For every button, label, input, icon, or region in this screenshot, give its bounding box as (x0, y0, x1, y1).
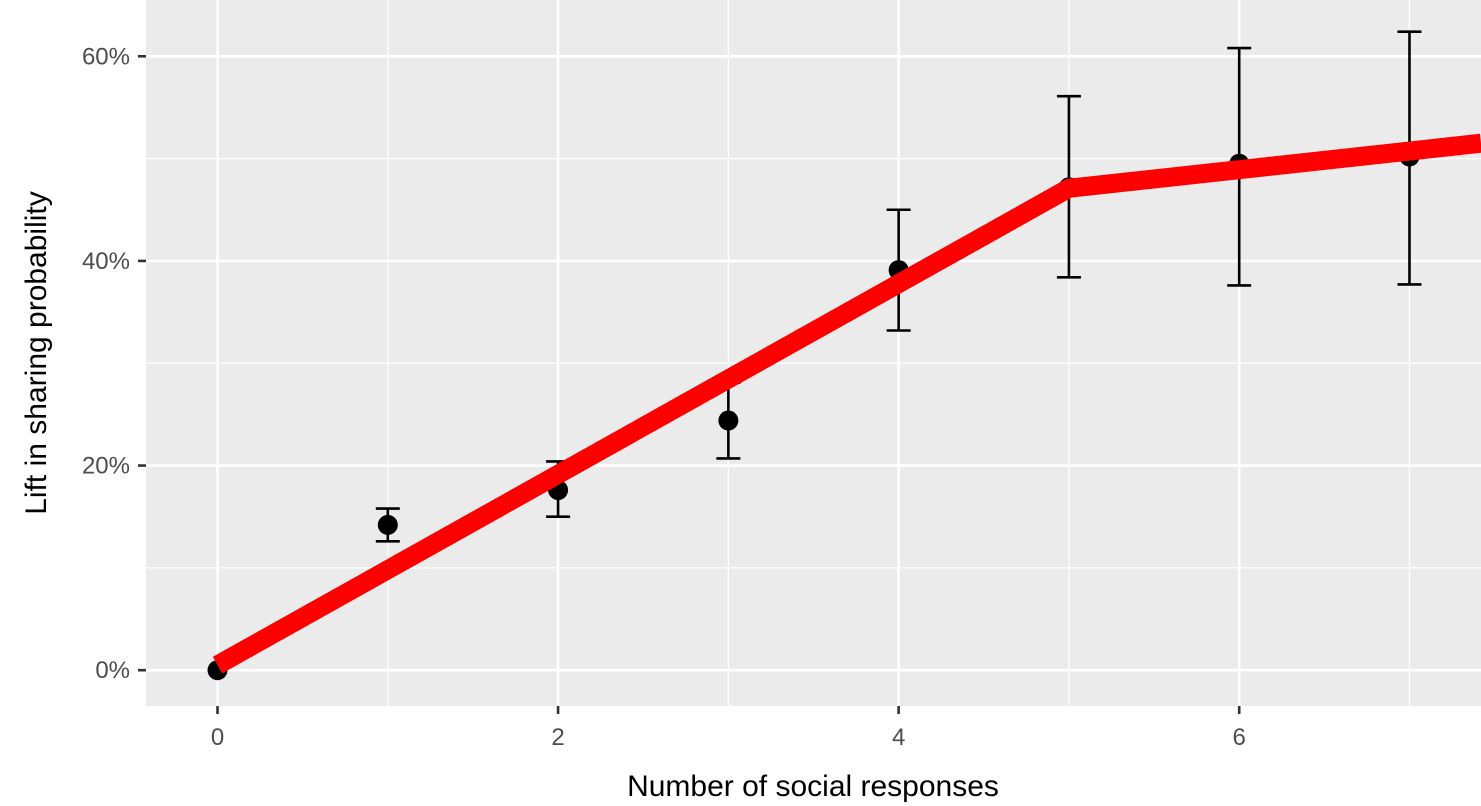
axis-ticks (138, 54, 1241, 714)
y-tick-label: 0% (95, 657, 130, 684)
fit-line (212, 133, 1481, 674)
y-tick-labels: 0% 20% 40% 60% (82, 43, 130, 684)
y-tick-label: 20% (82, 453, 130, 480)
x-tick-label: 0 (211, 724, 224, 751)
y-axis-title: Lift in sharing probability (20, 191, 53, 515)
grid-major (146, 0, 1481, 706)
x-tick-label: 6 (1233, 724, 1246, 751)
x-tick-label: 4 (892, 724, 905, 751)
data-point (718, 410, 739, 431)
x-axis-title: Number of social responses (627, 770, 999, 803)
data-point (377, 514, 398, 535)
fit-line-group (212, 133, 1481, 674)
y-tick-label: 60% (82, 43, 130, 70)
x-tick-label: 2 (551, 724, 564, 751)
x-tick-labels: 0 2 4 6 (211, 724, 1246, 751)
y-tick-label: 40% (82, 248, 130, 275)
